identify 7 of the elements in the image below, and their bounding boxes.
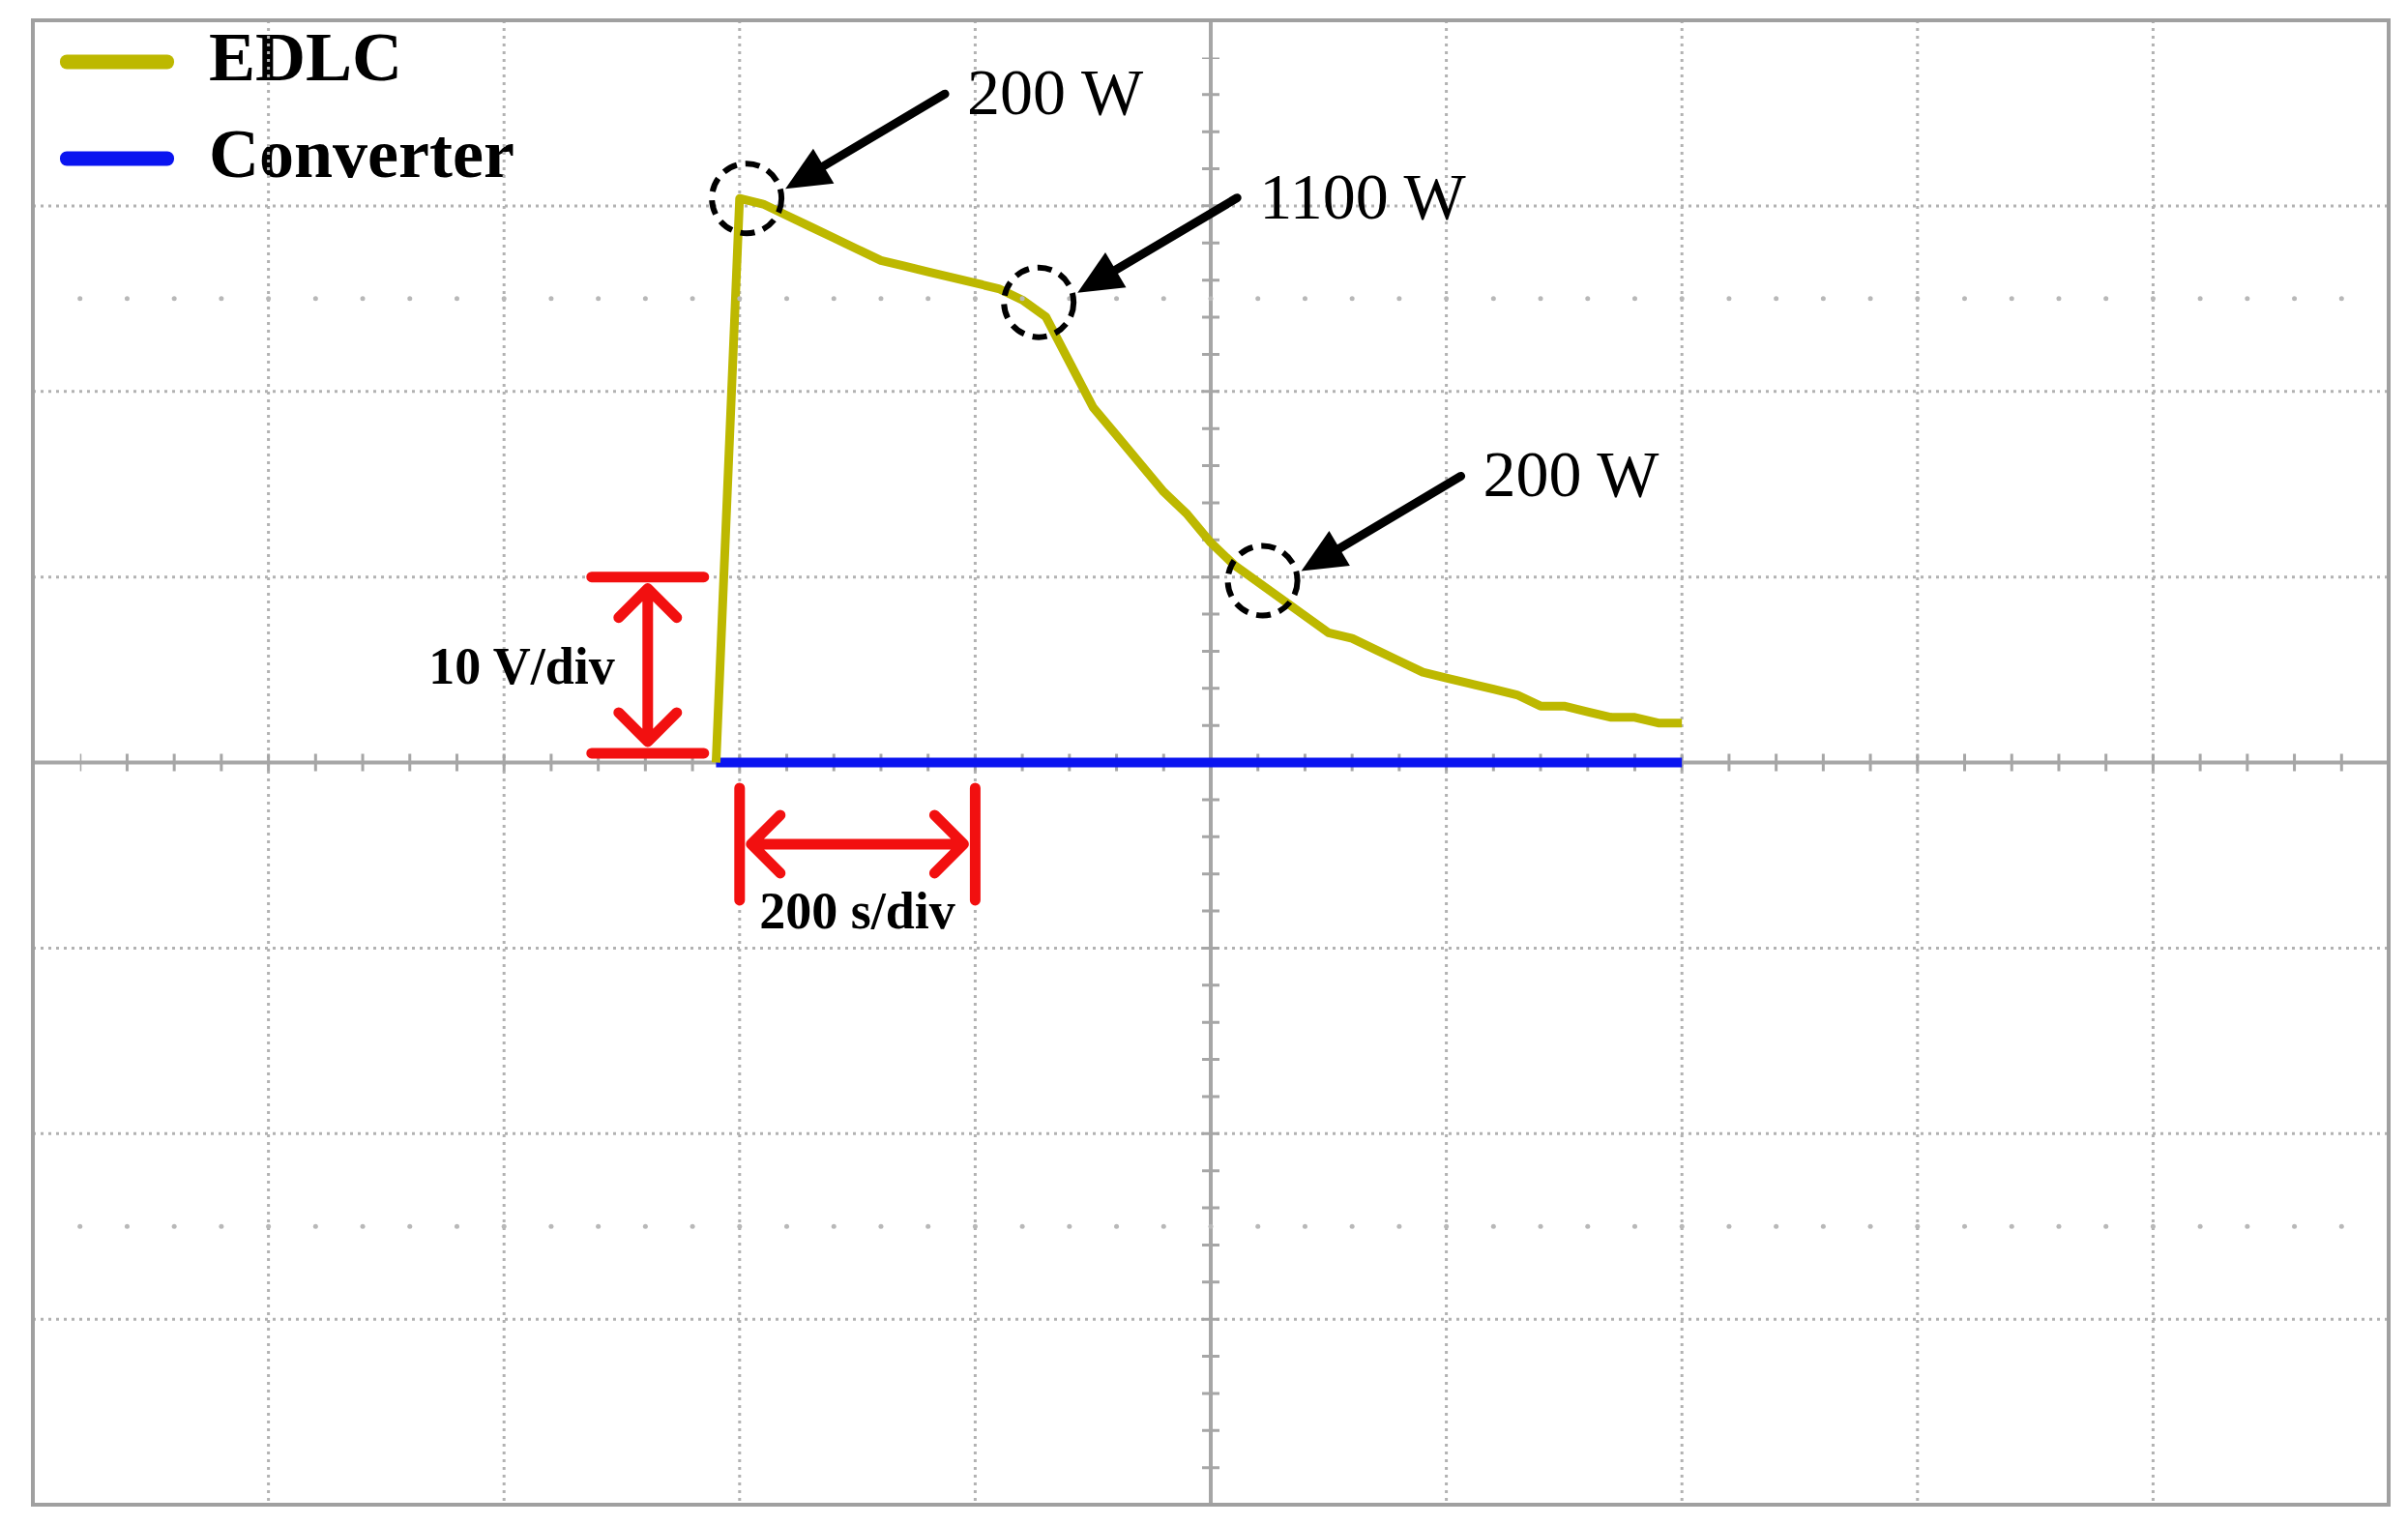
text: 200 s/div (759, 881, 955, 940)
legend-label: EDLC (209, 17, 403, 96)
text: 200 W (967, 55, 1144, 130)
annotation: 1100 W (1259, 159, 1467, 233)
annotation: 10 V/div (428, 636, 615, 695)
annotation: 200 W (1483, 437, 1660, 512)
legend-label: Converter (209, 114, 514, 192)
